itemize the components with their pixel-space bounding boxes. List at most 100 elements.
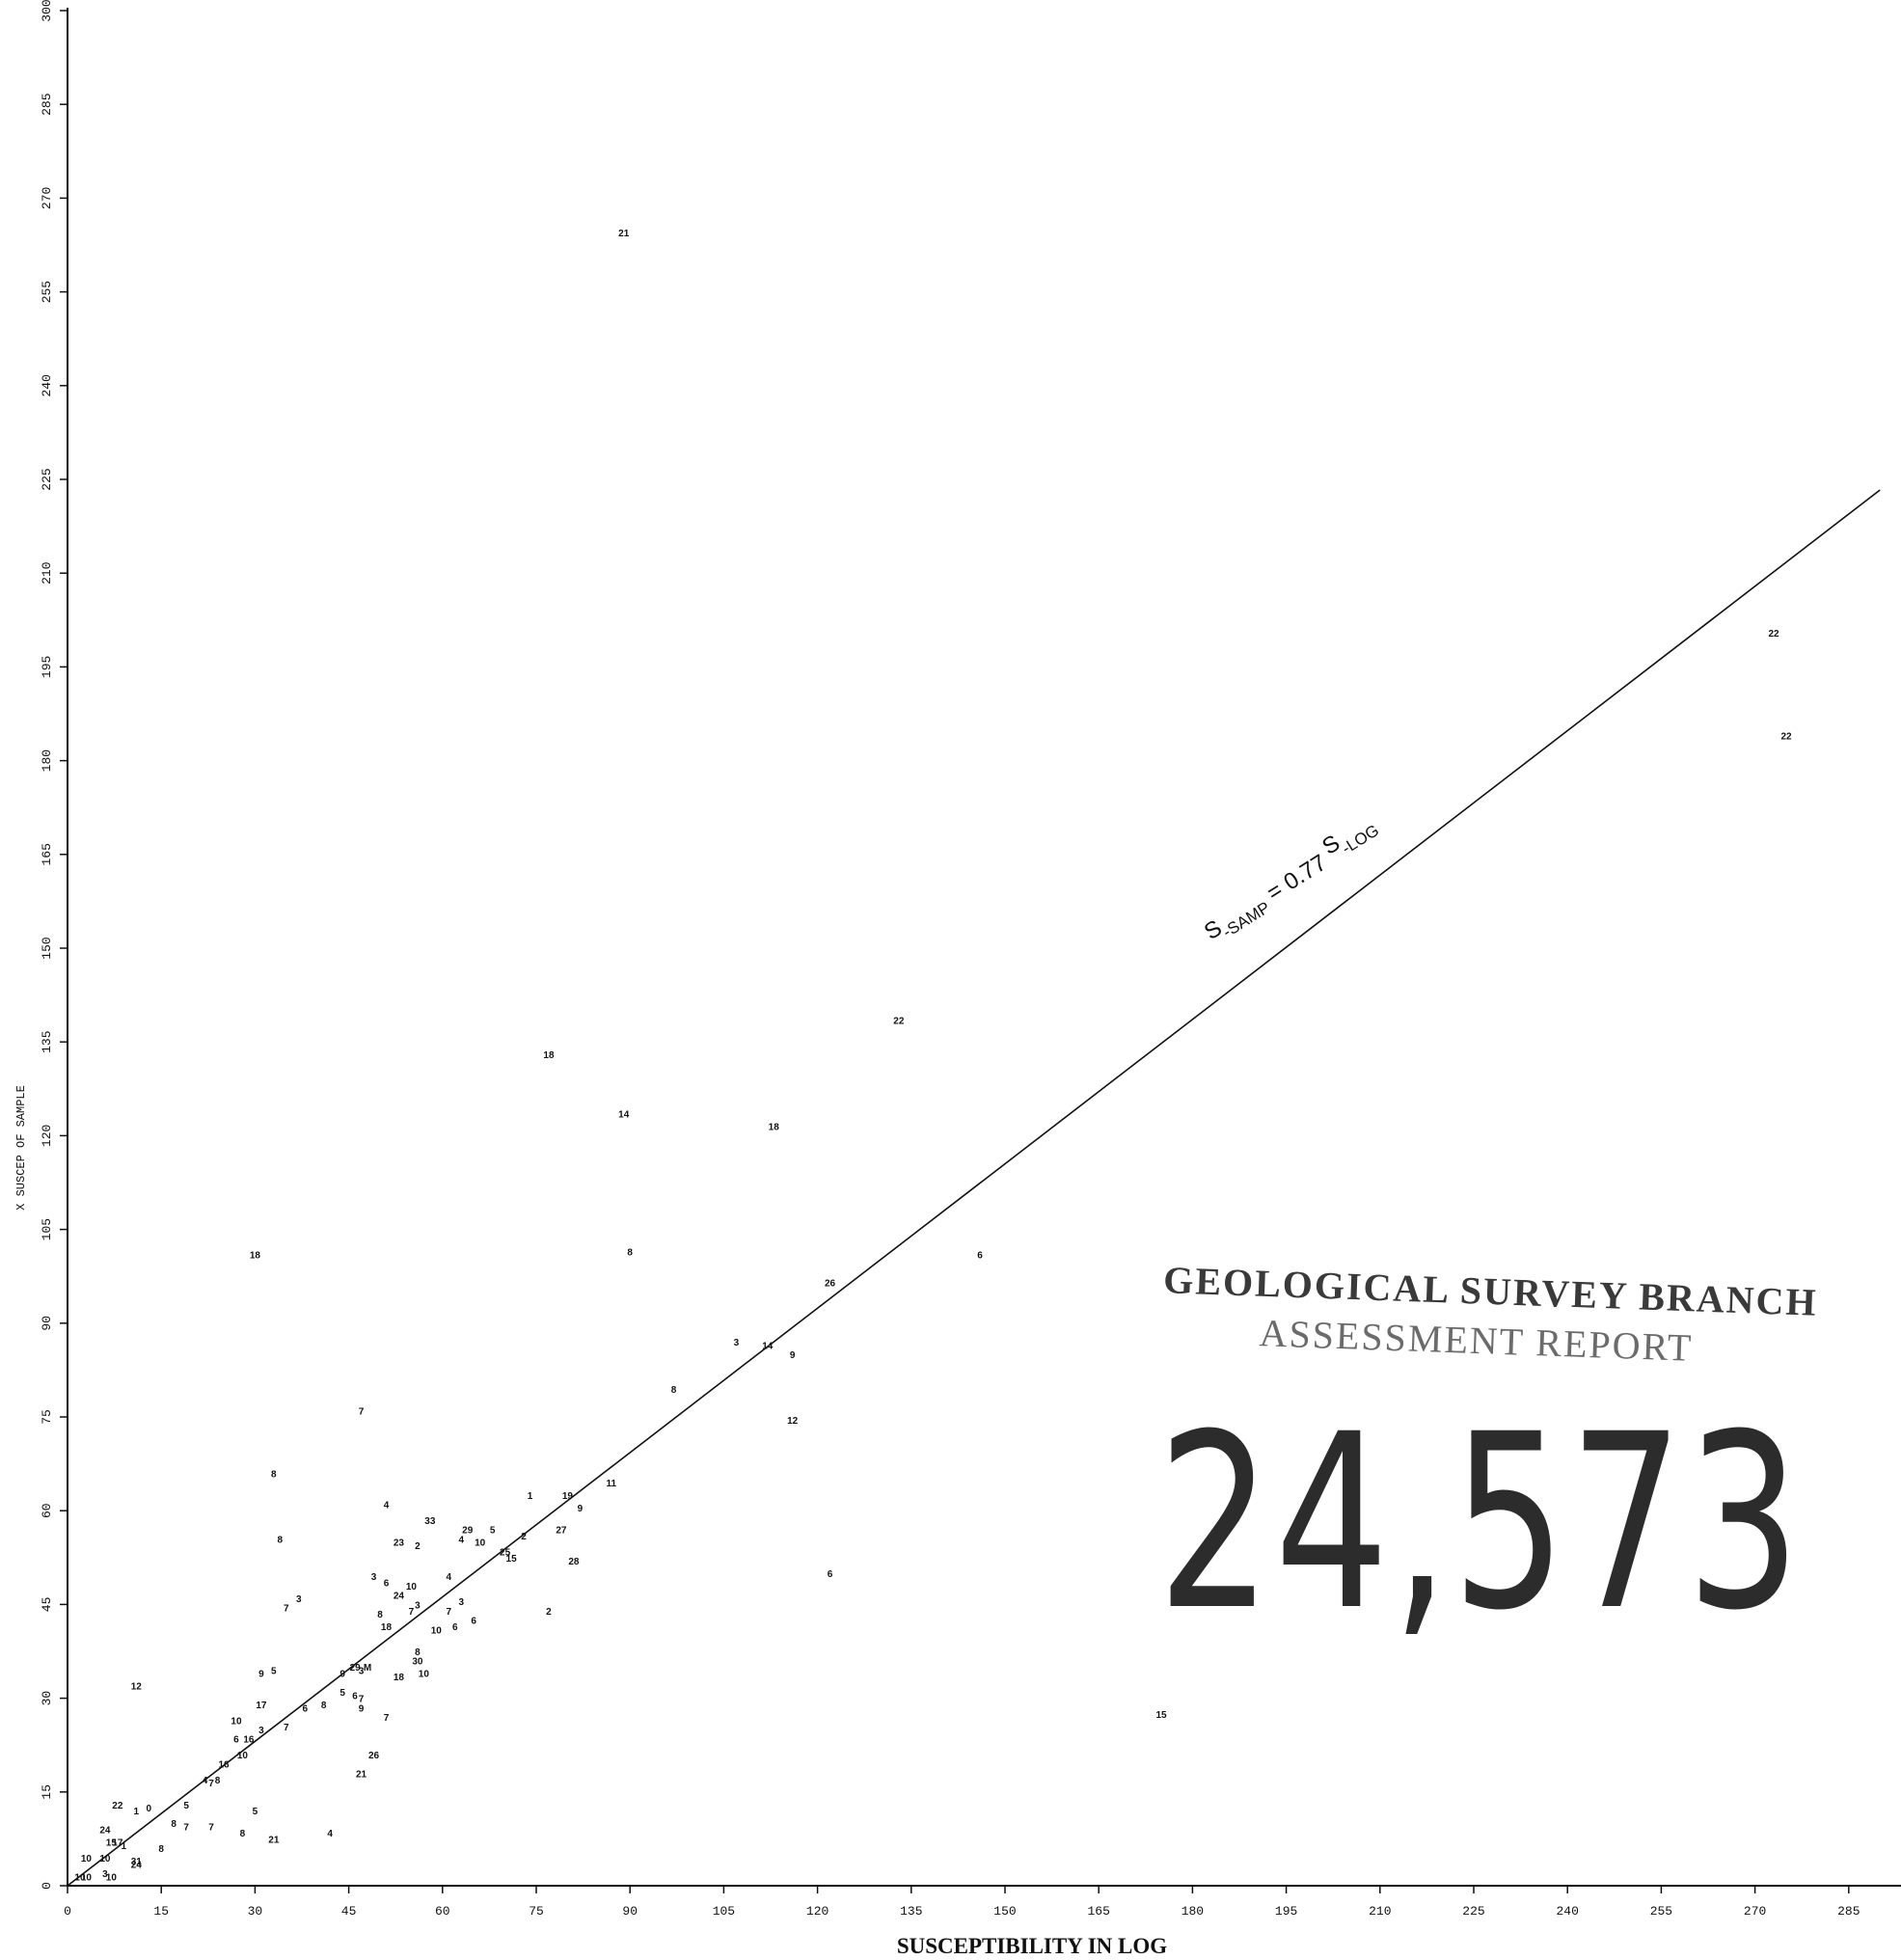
data-point: 7 [208, 1822, 214, 1833]
data-point: 6 [302, 1703, 308, 1714]
data-point: 7 [359, 1407, 365, 1418]
data-point: 6 [828, 1569, 833, 1580]
x-tick-label: 135 [900, 1904, 922, 1919]
data-point: 18 [381, 1622, 393, 1633]
y-tick-label: 150 [40, 937, 54, 959]
data-point: 3 [371, 1572, 377, 1583]
data-point: 21 [356, 1769, 367, 1780]
data-point: 4 [384, 1501, 390, 1511]
y-tick-label: 120 [40, 1125, 54, 1147]
y-tick-label: 270 [40, 187, 54, 209]
data-point: 24 [394, 1592, 405, 1602]
x-tick-label: 255 [1650, 1904, 1672, 1919]
data-point: 2 [415, 1541, 421, 1552]
data-point: 8 [377, 1610, 383, 1620]
data-point: 6 [384, 1579, 390, 1590]
data-point: 0 [146, 1804, 151, 1814]
y-tick-label: 240 [40, 374, 54, 396]
x-tick-label: 195 [1275, 1904, 1297, 1919]
y-tick-label: 255 [40, 281, 54, 303]
data-point: 9 [578, 1504, 584, 1514]
data-point: 21 [268, 1835, 280, 1845]
data-point: 10 [81, 1872, 93, 1883]
eq-mid: = 0.77 [1257, 846, 1337, 910]
data-point: 30 [412, 1657, 423, 1668]
y-tick-labels: 0 15 30 45 60 75 90 105 120 135 150 165 180 195 210 225… [40, 0, 68, 1890]
data-point: M [364, 1663, 371, 1674]
y-tick-label: 165 [40, 843, 54, 865]
data-point: 7 [183, 1822, 189, 1833]
data-point: 10 [81, 1854, 93, 1865]
x-tick-label: 15 [153, 1904, 169, 1919]
data-point: 26 [825, 1279, 836, 1290]
data-point: 5 [253, 1807, 258, 1817]
data-point: 3 [415, 1600, 421, 1611]
data-point: 9 [339, 1670, 345, 1680]
data-point: 6 [352, 1691, 358, 1701]
y-tick-label: 60 [40, 1503, 54, 1518]
data-point: 22 [112, 1801, 123, 1811]
data-point: 24 [99, 1826, 111, 1837]
x-tick-labels: 0 15 30 45 60 75 90 105 120 135 150 165 180 195 210 225… [64, 1886, 1860, 1919]
data-point: 8 [321, 1701, 327, 1711]
data-point: 3 [458, 1597, 464, 1608]
data-point: 4 [203, 1776, 208, 1786]
data-point: 7 [284, 1604, 289, 1615]
data-point: 8 [240, 1829, 246, 1839]
data-point: 1 [133, 1807, 139, 1817]
y-tick-label: 285 [40, 93, 54, 115]
data-point: 22 [1768, 629, 1779, 640]
data-point: 31 [131, 1857, 143, 1867]
x-tick-label: 45 [341, 1904, 357, 1919]
report-number: 24,573 [1157, 1382, 1804, 1663]
data-point: 4 [446, 1572, 451, 1583]
data-point: 3 [296, 1594, 302, 1605]
x-tick-label: 30 [248, 1904, 263, 1919]
y-tick-label: 45 [40, 1597, 54, 1613]
y-tick-label: 300 [40, 0, 54, 22]
data-point: 10 [231, 1716, 242, 1727]
data-point: 12 [131, 1682, 143, 1693]
data-point: 15 [1155, 1710, 1167, 1721]
y-tick-label: 75 [40, 1409, 54, 1425]
data-point: 10 [431, 1625, 443, 1636]
y-tick-label: 195 [40, 656, 54, 678]
x-tick-label: 180 [1181, 1904, 1204, 1919]
data-point: 22 [1780, 732, 1792, 743]
data-point: 18 [394, 1673, 405, 1683]
data-point: 21 [618, 229, 630, 239]
data-point: 8 [171, 1819, 177, 1830]
y-tick-label: 105 [40, 1218, 54, 1240]
data-point: 28 [568, 1557, 580, 1567]
chart-axes [67, 8, 1901, 1887]
y-tick-label: 30 [40, 1691, 54, 1706]
y-tick-label: 180 [40, 749, 54, 772]
data-point: 7 [284, 1723, 289, 1733]
data-point: 1 [528, 1491, 533, 1502]
data-point: 10 [237, 1751, 249, 1761]
x-tick-label: 240 [1556, 1904, 1578, 1919]
data-point: 18 [250, 1251, 261, 1262]
data-point: 10 [99, 1854, 111, 1865]
x-tick-label: 60 [435, 1904, 450, 1919]
data-point: 6 [977, 1251, 983, 1262]
y-tick-label: 15 [40, 1784, 54, 1800]
data-point: 25 [500, 1547, 511, 1558]
x-tick-label: 210 [1369, 1904, 1391, 1919]
data-point: 8 [627, 1247, 633, 1258]
x-axis-label: SUSCEPTIBILITY IN LOG [897, 1934, 1167, 1958]
data-point: 7 [446, 1607, 451, 1618]
x-tick-label: 75 [529, 1904, 544, 1919]
data-point: 10 [419, 1670, 430, 1680]
regression-line [67, 489, 1881, 1887]
data-point: 8 [158, 1844, 164, 1855]
data-point: 8 [215, 1776, 221, 1786]
data-point: 16 [218, 1760, 230, 1771]
data-point: 17 [112, 1838, 123, 1849]
data-point: 8 [415, 1647, 421, 1658]
data-point: 5 [339, 1688, 345, 1699]
data-point: 8 [671, 1385, 677, 1396]
data-point: 8 [278, 1535, 284, 1545]
x-tick-label: 105 [713, 1904, 735, 1919]
